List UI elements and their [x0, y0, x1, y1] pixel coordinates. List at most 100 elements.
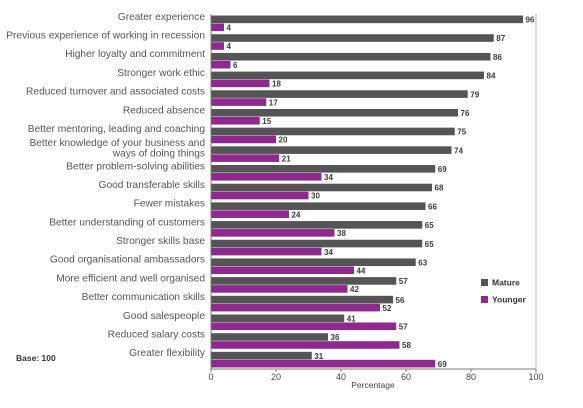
bar-younger: [211, 266, 354, 275]
bar-value-label: 69: [438, 165, 447, 174]
bar-younger: [211, 98, 267, 106]
bar-value-label: 6: [233, 61, 238, 70]
category-label: More efficient and well organised: [56, 273, 205, 284]
category-label: Stronger skills base: [116, 236, 205, 247]
bar-value-label: 96: [526, 16, 535, 25]
bar-value-label: 63: [418, 258, 427, 267]
category-label: Greater experience: [118, 12, 206, 23]
bar-mature: [211, 15, 523, 24]
legend-swatch-mature: [481, 279, 488, 286]
x-tick-label: 40: [336, 372, 346, 382]
bar-value-label: 84: [487, 72, 496, 81]
bar-value-label: 38: [337, 229, 346, 238]
category-label: Reduced absence: [123, 105, 205, 116]
x-tick-label: 100: [528, 372, 543, 382]
bar-value-label: 36: [331, 333, 340, 342]
bar-value-label: 30: [311, 192, 320, 201]
bar-mature: [211, 277, 397, 285]
category-label: ways of doing things: [112, 149, 205, 160]
category-labels: Greater experience Previous experience of…: [6, 12, 206, 359]
bar-value-label: 69: [438, 360, 447, 369]
bar-value-label: 52: [383, 304, 392, 313]
bar-value-label: 65: [425, 221, 434, 230]
bar-value-label: 44: [357, 266, 366, 275]
category-label: Stronger work ethic: [117, 68, 205, 79]
bar-younger: [211, 79, 270, 88]
x-tick-label: 0: [208, 372, 213, 382]
bar-value-label: 4: [227, 24, 232, 33]
bar-value-label: 21: [282, 154, 291, 163]
bar-value-label: 65: [425, 240, 434, 249]
bar-mature: [211, 314, 345, 323]
bar-younger: [211, 116, 260, 125]
bar-younger: [211, 191, 309, 200]
bars-layer: 96 4 87 4 86 6 84 18 79 17 76 15 75 20 74 21 69 34 68 30 66 2…: [211, 16, 535, 369]
category-label: Previous experience of working in recess…: [6, 31, 205, 42]
bar-younger: [211, 229, 335, 237]
category-label: Good salespeople: [123, 311, 205, 322]
bar-mature: [211, 108, 458, 117]
bar-younger: [211, 210, 289, 218]
bar-younger: [211, 154, 280, 162]
category-label: Higher loyalty and commitment: [65, 49, 205, 60]
category-label: Good transferable skills: [99, 180, 205, 191]
bar-mature: [211, 71, 484, 80]
bar-value-label: 15: [262, 117, 271, 126]
bar-value-label: 18: [272, 80, 281, 89]
bar-value-label: 41: [347, 314, 356, 323]
x-tick-label: 20: [271, 372, 281, 382]
category-label: Better mentoring, leading and coaching: [28, 124, 206, 135]
category-label: Good organisational ambassadors: [50, 255, 205, 266]
bar-value-label: 20: [279, 136, 288, 145]
bar-value-label: 34: [324, 173, 333, 182]
bar-value-label: 4: [227, 42, 232, 51]
bar-value-label: 76: [461, 109, 470, 118]
bar-mature: [211, 221, 423, 229]
bar-value-label: 87: [496, 34, 505, 43]
bar-younger: [211, 247, 322, 256]
bar-value-label: 57: [399, 322, 408, 331]
bar-younger: [211, 135, 276, 144]
bar-value-label: 24: [292, 210, 301, 219]
bar-mature: [211, 295, 393, 304]
x-tick-label: 80: [466, 372, 476, 382]
x-tick-label: 60: [401, 372, 411, 382]
bar-younger: [211, 359, 436, 368]
legend-swatch-younger: [481, 296, 488, 303]
bar-value-label: 66: [428, 202, 437, 211]
legend: Mature Younger: [481, 278, 527, 305]
category-label: Reduced salary costs: [108, 329, 205, 340]
bar-mature: [211, 146, 452, 154]
base-note: Base: 100: [16, 353, 56, 363]
bar-mature: [211, 239, 423, 248]
category-label: Better knowledge of your business and: [29, 138, 205, 149]
bar-mature: [211, 127, 455, 136]
category-label: Reduced turnover and associated costs: [26, 87, 205, 98]
bar-younger: [211, 322, 397, 331]
category-label: Fewer mistakes: [134, 199, 205, 210]
legend-label-mature: Mature: [492, 278, 520, 288]
bar-younger: [211, 173, 322, 181]
bar-mature: [211, 258, 416, 267]
bar-value-label: 17: [269, 98, 278, 107]
x-axis-title: Percentage: [351, 380, 395, 390]
bar-mature: [211, 165, 436, 173]
category-label: Better communication skills: [82, 292, 205, 303]
category-label: Better understanding of customers: [49, 217, 205, 228]
bar-value-label: 57: [399, 277, 408, 286]
bar-mature: [211, 52, 491, 61]
bar-younger: [211, 60, 231, 69]
bar-mature: [211, 183, 432, 192]
bar-mature: [211, 34, 494, 42]
bar-mature: [211, 333, 328, 341]
bar-younger: [211, 42, 224, 50]
bar-younger: [211, 341, 400, 349]
bar-value-label: 75: [457, 128, 466, 137]
bar-value-label: 74: [454, 146, 463, 155]
x-axis-ticks: 0 20 40 60 80 100: [208, 369, 544, 382]
legend-label-younger: Younger: [492, 295, 527, 305]
bar-value-label: 42: [350, 285, 359, 294]
category-label: Better problem-solving abilities: [66, 161, 205, 172]
